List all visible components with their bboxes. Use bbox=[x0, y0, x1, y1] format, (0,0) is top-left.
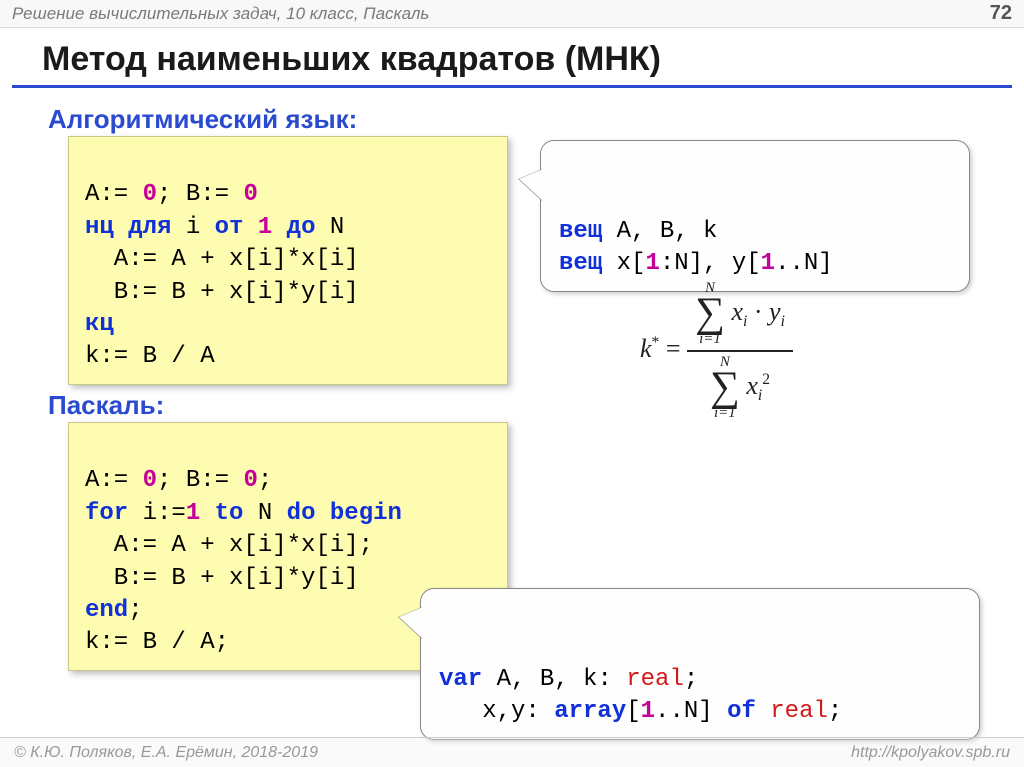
code-text: A:= A + x[i]*x[i] bbox=[85, 246, 359, 273]
var-y: y bbox=[769, 297, 781, 326]
keyword-from: от bbox=[215, 214, 244, 241]
page-number: 72 bbox=[990, 2, 1012, 25]
balloon-tail-icon bbox=[399, 607, 423, 639]
keyword-endloop: кц bbox=[85, 311, 114, 338]
balloon-tail-icon bbox=[519, 169, 543, 201]
keyword-to: to bbox=[215, 500, 244, 527]
code-text: ; B:= bbox=[157, 467, 243, 494]
code-text: ..N] bbox=[775, 250, 833, 277]
code-text: A:= bbox=[85, 467, 143, 494]
keyword-end: end bbox=[85, 597, 128, 624]
code-text: A, B, k: bbox=[482, 666, 626, 693]
keyword-var: var bbox=[439, 666, 482, 693]
keyword-for: for bbox=[85, 500, 128, 527]
footer-copyright: © К.Ю. Поляков, Е.А. Ерёмин, 2018-2019 bbox=[14, 744, 318, 762]
formula-eq: = bbox=[659, 334, 687, 363]
sup-2: 2 bbox=[762, 371, 770, 388]
keyword-do: do bbox=[287, 500, 316, 527]
code-text: A, B, k bbox=[602, 218, 717, 245]
code-text bbox=[315, 500, 329, 527]
dot-op: · bbox=[747, 297, 769, 326]
code-text: ; bbox=[128, 597, 142, 624]
code-text: B:= B + x[i]*y[i] bbox=[85, 279, 359, 306]
code-text: [ bbox=[626, 698, 640, 725]
formula-kstar: k* = N ∑ i=1 xi · yi N ∑ i=1 xi2 bbox=[640, 278, 793, 424]
keyword-of: of bbox=[727, 698, 756, 725]
code-text: k:= B / A; bbox=[85, 629, 229, 656]
code-text: x,y: bbox=[439, 698, 554, 725]
formula-denominator: N ∑ i=1 xi2 bbox=[687, 352, 793, 424]
keyword-type: вещ bbox=[559, 218, 602, 245]
keyword-type: вещ bbox=[559, 250, 602, 277]
code-text: i bbox=[171, 214, 214, 241]
section-label-algo: Алгоритмический язык: bbox=[0, 104, 357, 135]
formula-lhs: k bbox=[640, 334, 652, 363]
sub-i: i bbox=[758, 387, 762, 404]
footer-bar: © К.Ю. Поляков, Е.А. Ерёмин, 2018-2019 h… bbox=[0, 737, 1024, 767]
code-text: ; B:= bbox=[157, 181, 243, 208]
literal-one: 1 bbox=[761, 250, 775, 277]
formula-numerator: N ∑ i=1 xi · yi bbox=[687, 278, 793, 352]
literal-zero: 0 bbox=[143, 467, 157, 494]
keyword-to: до bbox=[287, 214, 316, 241]
code-text: ; bbox=[258, 467, 272, 494]
footer-url: http://kpolyakov.spb.ru bbox=[851, 744, 1010, 762]
breadcrumb: Решение вычислительных задач, 10 класс, … bbox=[12, 4, 429, 24]
header-bar: Решение вычислительных задач, 10 класс, … bbox=[0, 0, 1024, 28]
type-real: real bbox=[770, 698, 828, 725]
code-text: k:= B / A bbox=[85, 343, 215, 370]
keyword-array: array bbox=[554, 698, 626, 725]
code-text bbox=[243, 214, 257, 241]
sigma-icon: ∑ bbox=[710, 371, 740, 405]
formula-fraction: N ∑ i=1 xi · yi N ∑ i=1 xi2 bbox=[687, 278, 793, 424]
keyword-loop: нц для bbox=[85, 214, 171, 241]
code-text: ..N] bbox=[655, 698, 727, 725]
codebox-algo: A:= 0; B:= 0 нц для i от 1 до N A:= A + … bbox=[68, 136, 508, 385]
literal-zero: 0 bbox=[243, 467, 257, 494]
var-x: x bbox=[746, 371, 758, 400]
code-text bbox=[200, 500, 214, 527]
code-text: N bbox=[315, 214, 344, 241]
var-x: x bbox=[731, 297, 743, 326]
code-text: i:= bbox=[128, 500, 186, 527]
sum-lower: i=1 bbox=[695, 331, 725, 348]
page-title: Метод наименьших квадратов (МНК) bbox=[12, 28, 1012, 88]
literal-zero: 0 bbox=[243, 181, 257, 208]
literal-one: 1 bbox=[641, 698, 655, 725]
code-text bbox=[756, 698, 770, 725]
type-real: real bbox=[626, 666, 684, 693]
code-text: B:= B + x[i]*y[i] bbox=[85, 565, 359, 592]
code-text: A:= bbox=[85, 181, 143, 208]
code-text: N bbox=[243, 500, 286, 527]
sum-symbol: N ∑ i=1 bbox=[695, 280, 725, 348]
code-text: ; bbox=[828, 698, 842, 725]
code-text: A:= A + x[i]*x[i]; bbox=[85, 532, 373, 559]
code-text: ; bbox=[684, 666, 698, 693]
content-area: Алгоритмический язык: A:= 0; B:= 0 нц дл… bbox=[0, 98, 1024, 738]
balloon-algo-decl: вещ A, B, k вещ x[1:N], y[1..N] bbox=[540, 140, 970, 292]
keyword-begin: begin bbox=[330, 500, 402, 527]
code-text: x[ bbox=[602, 250, 645, 277]
sum-lower: i=1 bbox=[710, 405, 740, 422]
literal-one: 1 bbox=[258, 214, 272, 241]
code-text bbox=[272, 214, 286, 241]
literal-zero: 0 bbox=[143, 181, 157, 208]
sub-i: i bbox=[781, 313, 785, 330]
section-label-pascal: Паскаль: bbox=[0, 390, 164, 421]
balloon-pascal-decl: var A, B, k: real; x,y: array[1..N] of r… bbox=[420, 588, 980, 740]
sum-symbol: N ∑ i=1 bbox=[710, 354, 740, 422]
sigma-icon: ∑ bbox=[695, 297, 725, 331]
code-text: :N], y[ bbox=[660, 250, 761, 277]
literal-one: 1 bbox=[645, 250, 659, 277]
literal-one: 1 bbox=[186, 500, 200, 527]
